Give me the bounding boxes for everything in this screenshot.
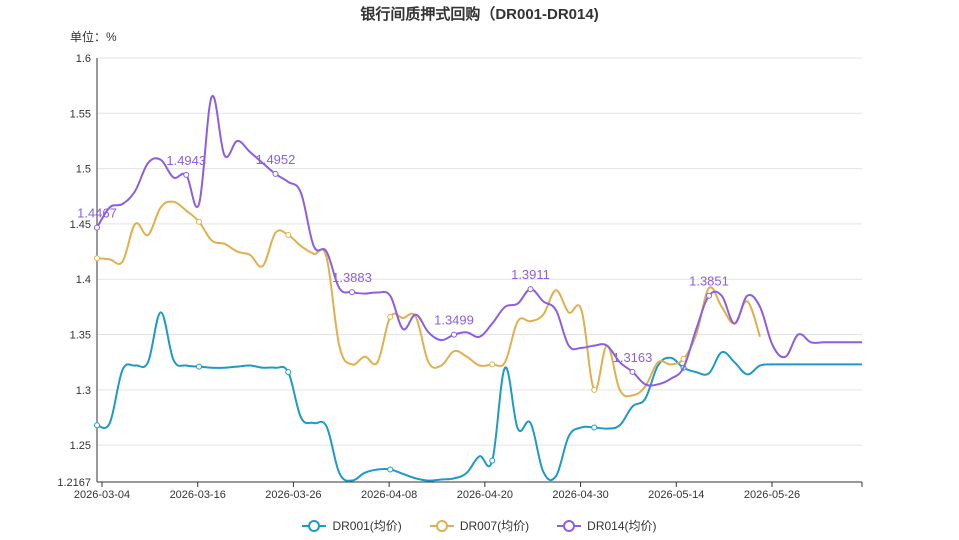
y-tick-label: 1.6 bbox=[76, 53, 91, 65]
legend-label: DR007(均价) bbox=[459, 519, 530, 533]
data-point bbox=[527, 286, 534, 293]
data-point bbox=[387, 313, 394, 320]
data-label: 1.4943 bbox=[166, 153, 206, 168]
data-label: 1.3851 bbox=[689, 274, 729, 289]
y-tick-label: 1.4 bbox=[76, 274, 91, 286]
data-label: 1.3163 bbox=[613, 350, 653, 365]
data-point bbox=[196, 363, 202, 370]
legend-item[interactable]: DR007(均价) bbox=[429, 517, 530, 534]
data-point bbox=[629, 368, 636, 375]
data-point bbox=[680, 355, 687, 362]
data-label: 1.3883 bbox=[332, 270, 372, 285]
series-line-3 bbox=[96, 95, 862, 387]
data-point bbox=[94, 422, 100, 429]
data-point bbox=[272, 170, 279, 177]
y-tick-label: 1.5 bbox=[76, 164, 91, 176]
legend-swatch bbox=[557, 519, 582, 532]
chart-title: 银行间质押式回购（DR001-DR014) bbox=[360, 6, 599, 23]
legend-swatch bbox=[429, 519, 454, 532]
x-tick-label: 2026-04-30 bbox=[552, 489, 608, 501]
line-chart: 1.2167 1.25 1.3 1.35 1.4 1.45 1.5 1.55 1.6 2026-0… bbox=[57, 53, 863, 501]
legend-label: DR014(均价) bbox=[587, 519, 657, 533]
y-tick-label: 1.3 bbox=[76, 385, 91, 397]
data-point bbox=[591, 386, 598, 393]
y-tick-label: 1.35 bbox=[70, 330, 91, 342]
data-point bbox=[489, 361, 496, 368]
data-label: 1.3911 bbox=[511, 267, 550, 282]
data-point bbox=[451, 331, 457, 338]
series-line-2 bbox=[96, 200, 761, 398]
data-point bbox=[489, 457, 496, 464]
data-label: 1.4467 bbox=[77, 206, 117, 221]
data-point bbox=[196, 218, 202, 225]
series-line-1 bbox=[96, 311, 862, 482]
data-point bbox=[387, 466, 394, 473]
data-point bbox=[94, 224, 100, 231]
unit-label: 单位：% bbox=[70, 30, 117, 44]
data-label: 1.3499 bbox=[434, 313, 474, 328]
x-tick-label: 2026-05-26 bbox=[744, 489, 800, 501]
x-tick-label: 2026-03-26 bbox=[265, 489, 321, 501]
x-tick-label: 2026-03-16 bbox=[170, 489, 226, 501]
legend-label: DR001(均价) bbox=[332, 519, 402, 533]
legend: DR001(均价) DR007(均价) DR014(均价) bbox=[0, 517, 959, 534]
data-label: 1.4952 bbox=[256, 152, 296, 167]
x-tick-label: 2026-05-14 bbox=[648, 489, 704, 501]
data-point bbox=[591, 424, 598, 431]
y-tick-label: 1.45 bbox=[70, 219, 91, 231]
legend-swatch bbox=[302, 519, 327, 532]
x-tick-label: 2026-04-20 bbox=[457, 489, 513, 501]
data-point bbox=[349, 289, 355, 296]
y-tick-label: 1.55 bbox=[70, 108, 91, 120]
data-point bbox=[706, 292, 712, 299]
y-tick-label: 1.2167 bbox=[57, 477, 91, 489]
legend-item[interactable]: DR001(均价) bbox=[302, 517, 402, 534]
x-tick-label: 2026-03-04 bbox=[74, 489, 130, 501]
data-point bbox=[94, 255, 100, 262]
data-point bbox=[285, 369, 292, 376]
legend-item[interactable]: DR014(均价) bbox=[557, 517, 657, 534]
x-tick-label: 2026-04-08 bbox=[361, 489, 417, 501]
data-point bbox=[285, 231, 292, 238]
y-tick-label: 1.25 bbox=[70, 440, 91, 452]
data-point bbox=[183, 171, 190, 178]
